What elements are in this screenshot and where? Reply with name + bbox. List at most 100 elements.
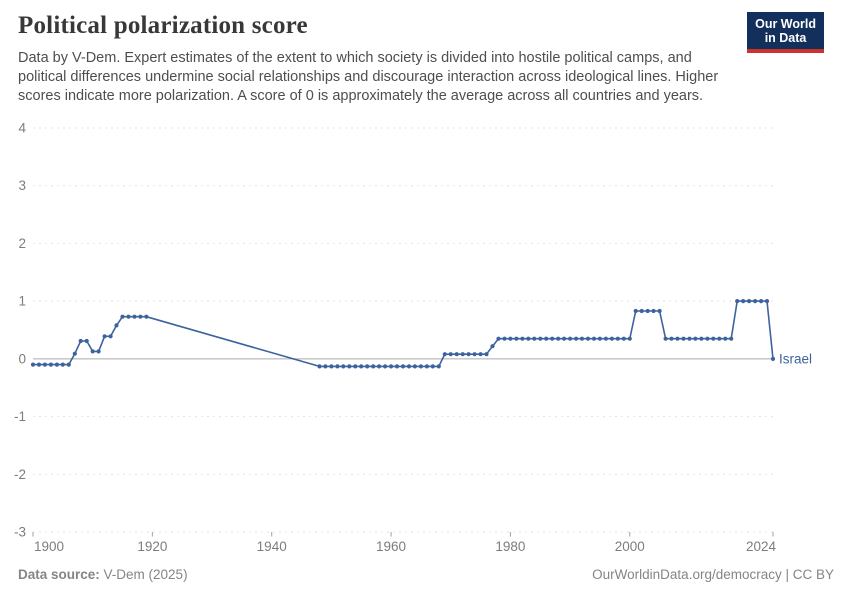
data-point[interactable] [764,299,770,304]
data-point[interactable] [675,336,680,341]
data-point[interactable] [126,314,131,319]
data-point[interactable] [78,338,83,344]
data-point[interactable] [90,349,95,354]
owid-logo[interactable]: Our World in Data [747,12,824,53]
data-point[interactable] [132,314,137,319]
data-point[interactable] [359,364,364,369]
data-point[interactable] [747,299,752,304]
data-point[interactable] [466,352,471,357]
data-point[interactable] [454,352,459,357]
data-point[interactable] [335,364,340,369]
data-point[interactable] [609,336,615,341]
data-point[interactable] [365,364,370,369]
data-point[interactable] [478,352,483,357]
data-point[interactable] [759,299,764,304]
data-point[interactable] [615,336,620,341]
data-point[interactable] [353,364,358,369]
data-point[interactable] [84,338,89,344]
data-point[interactable] [687,336,692,341]
data-point[interactable] [72,351,77,356]
data-point[interactable] [633,308,638,314]
data-point[interactable] [54,362,60,367]
data-point[interactable] [394,364,400,369]
data-point[interactable] [448,352,453,357]
data-point[interactable] [412,364,417,369]
data-point[interactable] [621,336,626,341]
data-point[interactable] [627,336,632,341]
data-point[interactable] [669,336,674,341]
series-label-israel[interactable]: Israel [779,351,812,366]
data-point[interactable] [96,349,101,354]
data-point[interactable] [66,362,71,367]
data-point[interactable] [389,364,394,369]
data-point[interactable] [657,308,662,314]
data-point[interactable] [442,352,447,357]
data-point[interactable] [532,336,537,341]
data-point[interactable] [538,336,543,341]
data-point[interactable] [597,336,603,341]
data-point[interactable] [418,364,423,369]
data-point[interactable] [436,364,441,369]
data-point[interactable] [741,299,746,304]
data-point[interactable] [526,336,531,341]
data-point[interactable] [36,362,42,367]
data-point[interactable] [770,356,776,361]
data-point[interactable] [120,314,125,319]
data-point[interactable] [544,336,549,341]
data-point[interactable] [568,336,573,341]
data-point[interactable] [114,323,119,328]
data-point[interactable] [729,336,734,341]
data-point[interactable] [347,364,352,369]
data-point[interactable] [400,364,406,369]
data-point[interactable] [102,334,107,339]
data-point[interactable] [711,336,716,341]
data-point[interactable] [383,364,388,369]
data-point[interactable] [341,364,346,369]
data-point[interactable] [60,362,65,367]
data-point[interactable] [579,336,585,341]
data-point[interactable] [705,336,710,341]
data-point[interactable] [496,336,501,341]
series-line-israel[interactable] [33,300,774,368]
data-point[interactable] [42,362,48,367]
data-point[interactable] [591,336,597,341]
data-point[interactable] [550,336,555,341]
data-point[interactable] [514,336,519,341]
data-point[interactable] [562,336,567,341]
data-point[interactable] [556,336,561,341]
data-point[interactable] [377,364,382,369]
data-point[interactable] [753,299,758,304]
credit-link[interactable]: OurWorldinData.org/democracy | CC BY [592,567,834,582]
data-point[interactable] [484,352,489,357]
data-point[interactable] [30,362,36,367]
data-point[interactable] [639,308,644,314]
data-point[interactable] [585,336,591,341]
data-point[interactable] [406,364,412,369]
data-point[interactable] [603,336,609,341]
series-markers-israel[interactable] [30,299,776,369]
data-point[interactable] [663,336,668,341]
data-point[interactable] [323,364,328,369]
data-point[interactable] [144,314,149,319]
data-point[interactable] [508,336,513,341]
data-point[interactable] [48,362,54,367]
data-point[interactable] [424,364,429,369]
data-point[interactable] [717,336,722,341]
data-point[interactable] [723,336,728,341]
data-point[interactable] [574,336,579,341]
data-point[interactable] [430,364,435,369]
data-point[interactable] [681,336,686,341]
data-point[interactable] [329,364,334,369]
data-point[interactable] [490,344,495,349]
data-point[interactable] [699,336,704,341]
data-point[interactable] [693,336,698,341]
data-point[interactable] [645,308,650,314]
data-point[interactable] [138,314,143,319]
data-point[interactable] [520,336,525,341]
data-point[interactable] [472,352,477,357]
data-point[interactable] [651,308,656,314]
data-point[interactable] [735,299,740,304]
data-point[interactable] [502,336,507,341]
data-point[interactable] [460,352,465,357]
data-point[interactable] [317,364,322,369]
